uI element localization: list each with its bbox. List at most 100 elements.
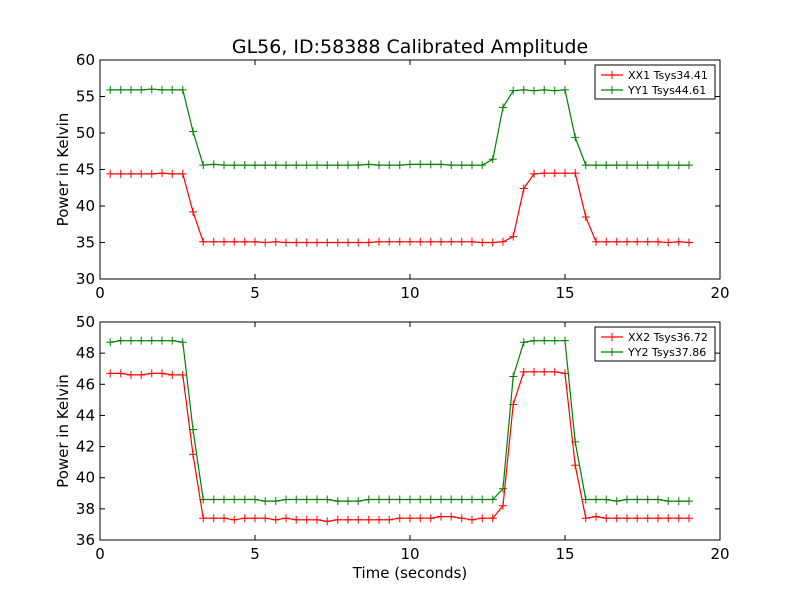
x-tick-label-1-3: 15 — [555, 545, 574, 563]
data-point-0-0-10 — [209, 237, 218, 246]
data-point-0-0-42 — [540, 169, 549, 178]
data-point-0-0-8 — [189, 207, 197, 216]
data-point-0-1-30 — [416, 160, 425, 169]
bottom-plot-panel: 0 5 10 15 20 36 38 40 42 44 46 48 50 Power in Kelvin T… — [54, 313, 730, 582]
y-tick-label-1-7: 50 — [76, 313, 95, 331]
data-point-0-1-32 — [437, 160, 445, 169]
data-point-1-0-1 — [116, 369, 125, 378]
data-point-0-1-10 — [209, 160, 218, 169]
data-point-1-1-39 — [509, 372, 518, 381]
data-point-1-0-53 — [654, 514, 662, 523]
y-tick-label-1-1: 38 — [76, 500, 95, 518]
data-point-1-0-21 — [323, 517, 332, 526]
data-point-0-1-25 — [364, 160, 373, 169]
data-point-1-0-3 — [137, 370, 146, 379]
data-point-1-0-30 — [416, 514, 425, 523]
data-point-0-0-22 — [333, 238, 342, 247]
data-point-0-1-7 — [178, 85, 187, 94]
data-point-1-1-34 — [457, 495, 466, 504]
data-point-1-0-29 — [406, 514, 414, 523]
data-point-1-0-7 — [178, 370, 187, 379]
data-point-0-1-41 — [530, 86, 538, 95]
data-point-1-1-26 — [375, 495, 383, 504]
data-point-1-1-40 — [519, 338, 528, 347]
data-point-0-1-12 — [230, 161, 239, 170]
legend-1: XX2 Tsys36.72 YY2 Tsys37.86 — [594, 326, 716, 362]
data-point-0-1-23 — [344, 161, 352, 170]
data-point-1-0-38 — [499, 501, 507, 510]
data-point-1-1-49 — [612, 497, 621, 506]
data-point-0-1-31 — [426, 160, 435, 169]
data-point-0-0-16 — [271, 237, 280, 246]
data-point-1-0-42 — [540, 367, 549, 376]
data-point-1-0-56 — [685, 514, 693, 523]
data-point-0-0-3 — [137, 169, 146, 178]
data-point-0-1-44 — [561, 85, 569, 94]
data-point-1-0-41 — [530, 367, 538, 376]
data-point-1-0-22 — [333, 515, 342, 524]
data-point-1-1-19 — [302, 495, 311, 504]
data-point-1-0-16 — [271, 515, 280, 524]
data-point-1-0-12 — [230, 515, 239, 524]
y-tick-label-0-3: 45 — [76, 161, 95, 179]
data-point-1-1-23 — [344, 497, 352, 506]
data-point-0-1-52 — [643, 161, 652, 170]
data-point-1-0-35 — [468, 515, 476, 524]
data-point-1-1-46 — [581, 495, 590, 504]
data-point-0-0-21 — [323, 238, 332, 247]
x-tick-label-0-4: 20 — [710, 284, 729, 302]
data-point-1-1-4 — [147, 336, 156, 345]
data-point-1-1-44 — [561, 336, 569, 345]
data-point-1-1-6 — [168, 336, 177, 345]
x-tick-label-1-1: 5 — [250, 545, 260, 563]
data-point-0-0-27 — [385, 237, 394, 246]
y-tick-label-1-6: 48 — [76, 344, 95, 362]
data-point-0-1-33 — [447, 161, 456, 170]
legend-box-1 — [594, 326, 716, 362]
data-point-1-0-18 — [292, 515, 301, 524]
legend-box-0 — [594, 64, 716, 100]
y-tick-label-0-6: 60 — [76, 51, 95, 69]
data-point-0-1-49 — [612, 161, 621, 170]
data-point-0-0-1 — [116, 169, 125, 178]
data-point-0-1-22 — [333, 161, 342, 170]
data-point-1-1-10 — [209, 495, 218, 504]
data-point-1-1-25 — [364, 495, 373, 504]
data-point-1-1-11 — [220, 495, 228, 504]
data-point-1-0-34 — [457, 514, 466, 523]
data-point-1-0-2 — [127, 370, 135, 379]
data-point-0-0-48 — [602, 237, 611, 246]
y-tick-label-0-1: 35 — [76, 234, 95, 252]
data-point-0-1-48 — [602, 161, 611, 170]
data-point-0-1-16 — [271, 161, 280, 170]
data-point-0-1-36 — [478, 161, 487, 170]
data-point-0-0-55 — [674, 237, 683, 246]
data-point-0-1-47 — [592, 161, 600, 170]
data-point-1-0-54 — [664, 514, 673, 523]
data-point-0-0-34 — [457, 237, 466, 246]
data-point-0-0-6 — [168, 169, 177, 178]
data-point-0-0-49 — [612, 237, 621, 246]
data-point-0-0-52 — [643, 237, 652, 246]
data-point-1-0-52 — [643, 514, 652, 523]
data-point-1-1-14 — [251, 495, 259, 504]
data-point-0-1-3 — [137, 85, 146, 94]
data-point-0-0-41 — [530, 169, 538, 178]
data-point-0-1-28 — [395, 161, 404, 170]
data-point-1-1-1 — [116, 336, 125, 345]
data-point-0-0-39 — [509, 232, 518, 241]
data-point-0-0-51 — [633, 237, 642, 246]
data-point-1-0-31 — [426, 514, 435, 523]
y-tick-label-1-0: 36 — [76, 531, 95, 549]
data-point-0-0-26 — [375, 237, 383, 246]
data-point-0-1-19 — [302, 161, 311, 170]
chart-title: GL56, ID:58388 Calibrated Amplitude — [232, 36, 588, 58]
data-point-1-1-53 — [654, 495, 662, 504]
data-point-0-1-50 — [623, 161, 631, 170]
data-point-0-0-35 — [468, 237, 476, 246]
data-point-0-0-38 — [499, 237, 507, 246]
data-point-1-1-0 — [106, 338, 115, 347]
data-point-0-1-20 — [313, 161, 321, 170]
data-point-1-1-55 — [674, 497, 683, 506]
data-point-0-1-24 — [354, 161, 363, 170]
